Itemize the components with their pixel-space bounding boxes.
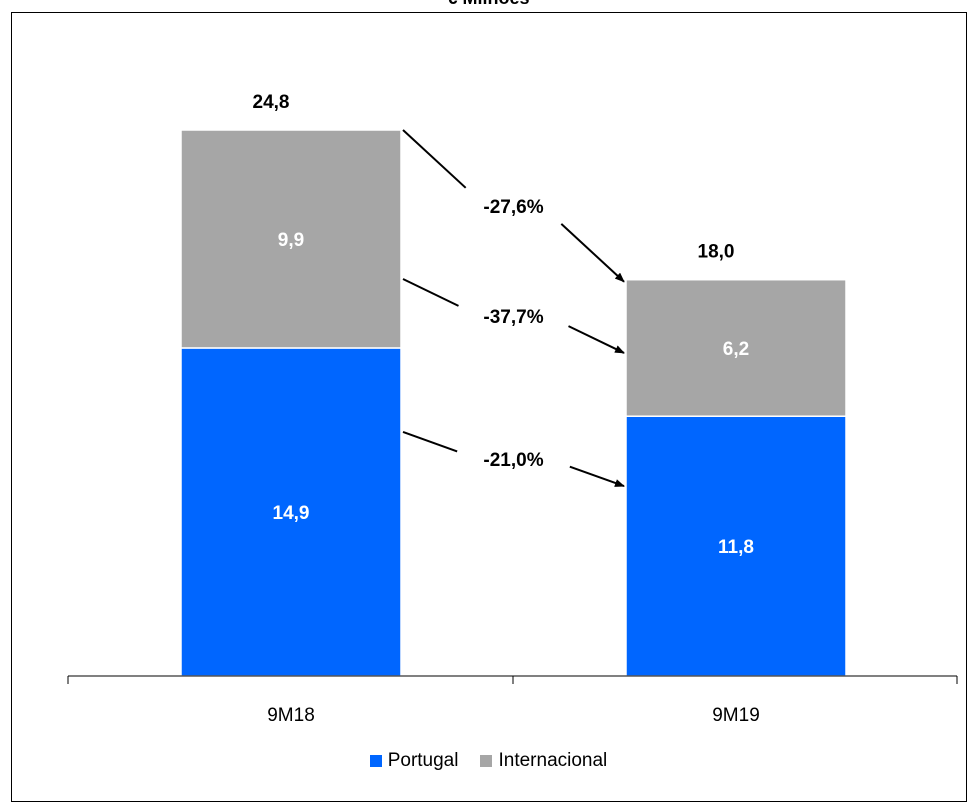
change-arrow-internacional-start xyxy=(402,278,459,307)
bar-portugal-9m19 xyxy=(625,415,847,677)
data-label-portugal-9m18: 14,9 xyxy=(273,503,310,524)
legend-item-portugal: Portugal xyxy=(369,750,459,772)
legend-item-internacional: Internacional xyxy=(480,750,607,772)
change-arrow-total-start xyxy=(402,129,467,189)
change-label-total: -27,6% xyxy=(483,197,543,218)
x-tick-label-9m19: 9M19 xyxy=(712,705,760,726)
total-label-9m19: 18,0 xyxy=(698,242,735,263)
legend: Portugal Internacional xyxy=(0,750,977,772)
data-label-internacional-9m19: 6,2 xyxy=(723,339,749,360)
bar-portugal-9m18 xyxy=(180,347,402,677)
legend-swatch-portugal xyxy=(369,755,382,767)
bar-internacional-9m19 xyxy=(625,278,847,417)
legend-swatch-internacional xyxy=(480,755,493,767)
change-arrow-total-end xyxy=(560,223,625,283)
total-label-9m18: 24,8 xyxy=(253,92,290,113)
x-tick-label-9m18: 9M18 xyxy=(267,705,315,726)
change-arrow-portugal-start xyxy=(402,431,458,453)
change-label-internacional: -37,7% xyxy=(483,307,543,328)
data-label-internacional-9m18: 9,9 xyxy=(278,230,304,251)
bar-internacional-9m18 xyxy=(180,129,402,349)
legend-label-internacional: Internacional xyxy=(498,750,608,771)
legend-label-portugal: Portugal xyxy=(387,750,459,771)
change-label-portugal: -21,0% xyxy=(483,450,543,471)
data-label-portugal-9m19: 11,8 xyxy=(718,537,754,558)
change-arrow-internacional-end xyxy=(568,325,625,354)
change-arrow-portugal-end xyxy=(569,465,625,488)
chart-title: € Milhões xyxy=(0,0,977,9)
